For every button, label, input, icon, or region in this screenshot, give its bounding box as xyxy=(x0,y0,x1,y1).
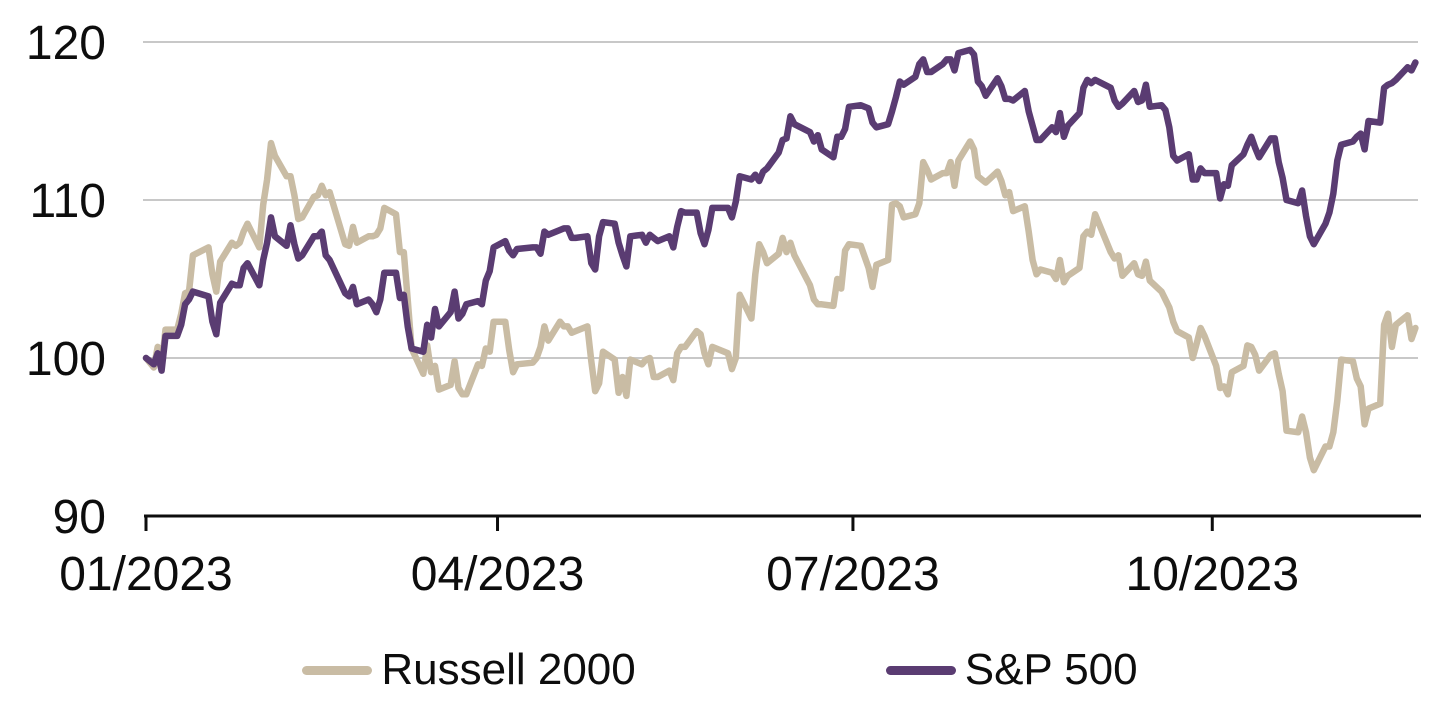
legend: Russell 2000 S&P 500 xyxy=(0,648,1440,692)
x-axis-tick-label-1: 04/2023 xyxy=(411,548,585,601)
legend-label-russell-2000: Russell 2000 xyxy=(381,645,636,694)
legend-swatch-sp-500 xyxy=(885,665,956,675)
x-axis-tick-label-3: 10/2023 xyxy=(1126,548,1300,601)
legend-item-sp-500: S&P 500 xyxy=(885,645,1138,694)
series-line-russell-2000 xyxy=(142,138,1419,474)
y-axis-tick-label-110: 110 xyxy=(29,175,106,228)
x-axis-tick-label-0: 01/2023 xyxy=(59,548,233,601)
y-axis-tick-label-120: 120 xyxy=(26,17,106,70)
series-line-s-p-500 xyxy=(142,46,1419,374)
legend-label-sp-500: S&P 500 xyxy=(964,645,1138,694)
legend-item-russell-2000: Russell 2000 xyxy=(302,645,636,694)
legend-swatch-russell-2000 xyxy=(302,665,373,675)
y-axis-tick-label-100: 100 xyxy=(26,333,106,386)
x-axis-tick-label-2: 07/2023 xyxy=(766,548,940,601)
y-axis-tick-label-90: 90 xyxy=(53,491,106,544)
